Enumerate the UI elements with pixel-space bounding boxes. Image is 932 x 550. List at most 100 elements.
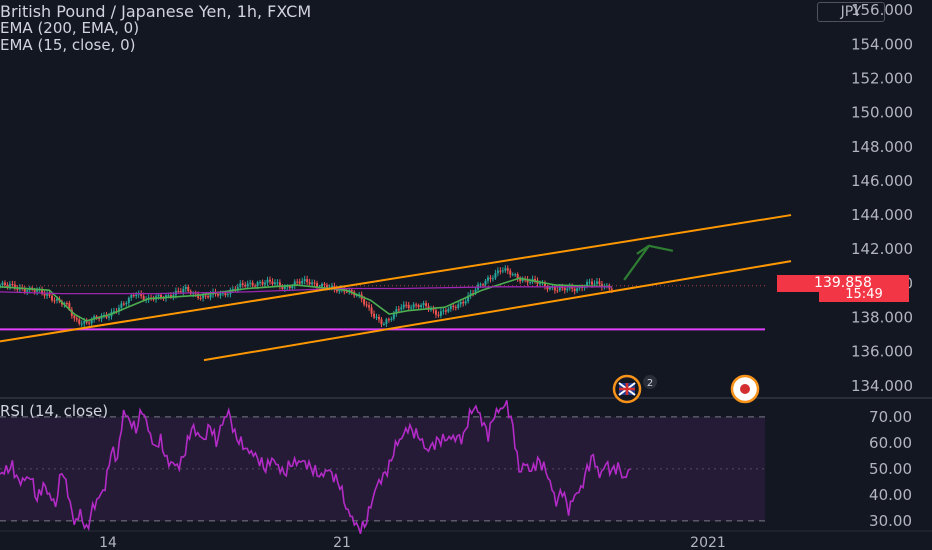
candle-body [328,287,331,289]
candle-body [402,304,405,308]
candle-body [415,304,418,306]
candle-body [459,301,462,305]
candle-body [595,281,598,284]
candle-body [80,323,83,325]
candle-body [264,282,267,285]
candle-body [51,295,54,301]
candle-body [365,304,368,306]
candle-body [586,282,589,287]
candle-body [187,286,190,292]
candle-body [345,291,348,293]
candle-body [350,289,353,292]
arrow-shaft [623,245,650,281]
candle-body [43,293,46,296]
channel-lower-line [203,260,792,362]
event-count-badge [643,375,657,389]
candle-body [377,316,380,320]
candle-body [452,305,455,308]
candle-body [571,286,574,289]
candle-body [330,285,333,288]
candle-body [400,307,403,310]
candle-body [286,286,289,288]
candle-body [467,295,470,302]
candle-body [3,282,6,285]
candle-body [600,283,603,288]
candle-body [387,319,390,321]
ema15-legend[interactable]: EMA (15, close, 0) [0,36,136,54]
candle-body [543,282,546,287]
candle-body [120,303,123,308]
rsi-legend[interactable]: RSI (14, close) [0,402,109,420]
price-tick-label: 148.000 [851,138,913,156]
candle-body [278,282,281,287]
symbol-title[interactable]: British Pound / Japanese Yen, 1h, FXCM [0,2,312,21]
candle-body [26,290,29,292]
candle-body [221,292,224,294]
candle-body [167,295,170,297]
candle-body [23,288,26,292]
price-tick-label: 138.000 [851,308,913,326]
candle-body [417,305,420,308]
price-tick-label: 156.000 [851,1,913,19]
candle-body [224,292,227,296]
candle-body [598,281,601,284]
candle-body [442,310,445,312]
jp-flag-sun [740,384,750,394]
candle-body [373,313,376,318]
candle-body [422,303,425,306]
candle-body [291,285,294,289]
candle-body [0,285,1,287]
candle-body [93,316,96,320]
time-tick-label: 2021 [690,535,726,550]
candle-body [491,278,494,280]
candle-body [447,308,450,312]
candle-body [298,281,301,284]
candle-body [375,316,378,318]
candle-body [33,289,36,292]
currency-button[interactable]: JPY [817,2,885,22]
candle-body [288,286,291,289]
candle-body [122,303,125,305]
ema200-legend[interactable]: EMA (200, EMA, 0) [0,19,140,37]
candle-body [325,285,328,289]
candle-body [538,283,541,285]
candle-body [474,289,477,294]
candle-body [397,309,400,311]
candle-body [432,309,435,311]
candle-body [65,303,68,305]
arrow-head [636,244,674,255]
candle-body [534,278,537,281]
candle-body [293,281,296,286]
candle-body [241,283,244,285]
candle-body [558,287,561,291]
candle-body [412,304,415,308]
candle-body [204,295,207,297]
candle-body [142,295,145,301]
candle-body [236,287,239,291]
candle-body [546,286,549,290]
rsi-tick-label: 40.00 [869,486,912,504]
candle-body [484,280,487,285]
candle-body [125,303,128,305]
price-tick-label: 150.000 [851,104,913,122]
candle-body [254,285,257,287]
candle-body [501,270,504,272]
candle-body [259,281,262,283]
price-tick-label: 142.000 [851,240,913,258]
candle-body [363,299,366,305]
candle-body [410,307,413,309]
price-tick-label: 136.000 [851,343,913,361]
candle-body [226,294,229,296]
candle-body [427,306,430,310]
candle-body [556,290,559,292]
candle-body [112,311,115,313]
candle-body [368,305,371,308]
candle-body [529,281,532,283]
candle-body [335,289,338,292]
candle-body [78,319,81,324]
candle-body [425,303,428,307]
candle-body [573,288,576,292]
candle-body [566,288,569,291]
candle-body [48,293,51,296]
